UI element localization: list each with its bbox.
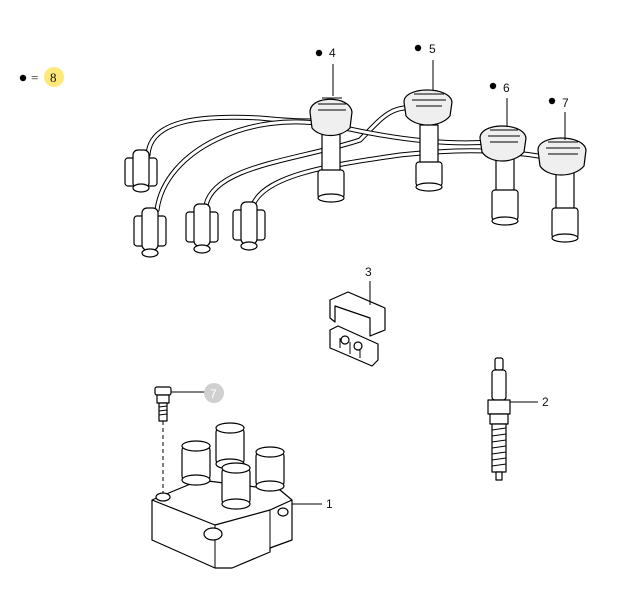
plug-boot-5 (403, 89, 453, 192)
svg-text:1: 1 (326, 497, 333, 511)
callout-2[interactable]: 2 (510, 395, 549, 409)
callout-bolt[interactable]: 7 (204, 383, 224, 403)
callout-5[interactable]: 5 (414, 42, 436, 90)
svg-text:4: 4 (329, 46, 336, 60)
mounting-bolt[interactable] (154, 386, 205, 495)
coil-tower-2 (215, 422, 245, 470)
ignition-coil[interactable] (151, 422, 293, 569)
bullet-icon (414, 44, 422, 52)
svg-text:5: 5 (429, 42, 436, 56)
plug-boot-7 (537, 137, 587, 243)
spark-plug[interactable] (487, 357, 511, 481)
coil-connector-3 (185, 203, 219, 254)
legend-value: 8 (50, 70, 57, 85)
callout-3[interactable]: 3 (365, 265, 372, 305)
svg-text:7: 7 (210, 387, 217, 401)
bullet-icon (548, 97, 556, 105)
coil-tower-3 (255, 446, 285, 492)
coil-connector-2 (133, 207, 167, 258)
bullet-icon (19, 74, 27, 82)
plug-boot-4 (309, 97, 353, 203)
coil-connector-1 (124, 149, 158, 193)
callout-4[interactable]: 4 (315, 46, 336, 96)
legend: = 8 (19, 67, 64, 87)
callout-7[interactable]: 7 (548, 96, 569, 140)
svg-text:3: 3 (365, 265, 372, 279)
wire-clip[interactable] (329, 291, 386, 367)
svg-text:6: 6 (503, 81, 510, 95)
bullet-icon (315, 49, 323, 57)
faded-marker (204, 383, 224, 403)
coil-connector-4 (232, 201, 266, 251)
callout-6[interactable]: 6 (489, 81, 510, 126)
bullet-icon (489, 82, 497, 90)
svg-text:2: 2 (542, 395, 549, 409)
legend-highlight (44, 67, 64, 87)
legend-equals: = (31, 70, 38, 85)
callout-1[interactable]: 1 (292, 497, 333, 511)
svg-text:7: 7 (562, 96, 569, 110)
coil-tower-4 (221, 462, 251, 510)
coil-tower-1 (181, 440, 211, 486)
ignition-wire-set[interactable] (124, 89, 587, 258)
plug-boot-6 (479, 125, 527, 226)
